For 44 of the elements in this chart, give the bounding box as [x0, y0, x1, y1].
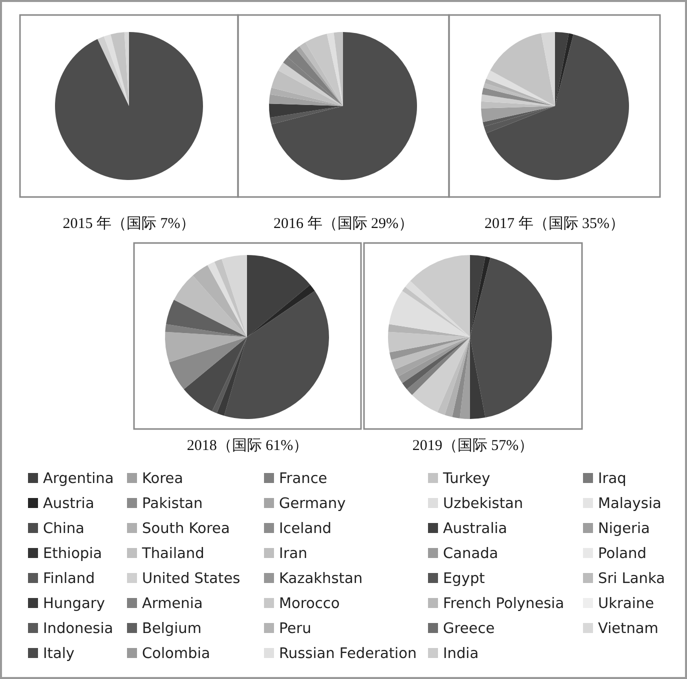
legend-label: Vietnam: [598, 621, 658, 637]
text: 2019（国际 57%）: [412, 438, 534, 454]
legend-label: Thailand: [141, 546, 204, 562]
legend-label: Belgium: [142, 621, 202, 637]
text: 2015 年（国际 7%）: [62, 215, 196, 232]
legend-label: Indonesia: [43, 621, 114, 637]
legend-label: Colombia: [142, 646, 210, 662]
legend-label: China: [43, 521, 84, 537]
legend-label: Kazakhstan: [279, 571, 363, 587]
legend-label: Nigeria: [598, 521, 650, 537]
legend-label: India: [443, 646, 479, 662]
legend-label: Ethiopia: [43, 546, 102, 562]
legend-label: Russian Federation: [279, 646, 417, 662]
legend-label: Argentina: [43, 471, 114, 487]
legend-label: Egypt: [443, 571, 486, 587]
legend-label: Iraq: [598, 471, 626, 487]
legend-label: Peru: [279, 621, 312, 637]
legend-label: Iceland: [279, 521, 332, 537]
legend-label: Finland: [43, 571, 95, 587]
legend-label: Canada: [443, 546, 498, 562]
legend-label: Italy: [43, 646, 75, 662]
legend-label: Hungary: [43, 596, 106, 612]
legend-label: Pakistan: [142, 496, 203, 512]
legend-label: South Korea: [142, 521, 230, 537]
legend-label: Uzbekistan: [443, 496, 524, 512]
legend-label: Ukraine: [598, 596, 654, 612]
text: 2018（国际 61%）: [186, 438, 308, 454]
legend-label: United States: [142, 571, 240, 587]
legend-label: Austria: [43, 496, 94, 512]
legend-label: Armenia: [142, 596, 203, 612]
legend-label: Malaysia: [598, 496, 662, 512]
legend-label: Greece: [443, 621, 495, 637]
text: 2016 年（国际 29%）: [274, 215, 414, 232]
legend-label: Turkey: [442, 471, 491, 487]
legend-label: Sri Lanka: [598, 571, 665, 587]
legend-label: France: [279, 471, 328, 487]
text: 2017 年（国际 35%）: [484, 215, 624, 232]
legend-label: Morocco: [279, 596, 340, 612]
legend-label: Korea: [142, 471, 184, 487]
legend-label: French Polynesia: [443, 596, 564, 612]
legend-label: Germany: [279, 496, 346, 512]
legend-label: Australia: [443, 521, 508, 537]
legend-label: Iran: [279, 546, 308, 562]
legend-label: Poland: [598, 546, 646, 562]
